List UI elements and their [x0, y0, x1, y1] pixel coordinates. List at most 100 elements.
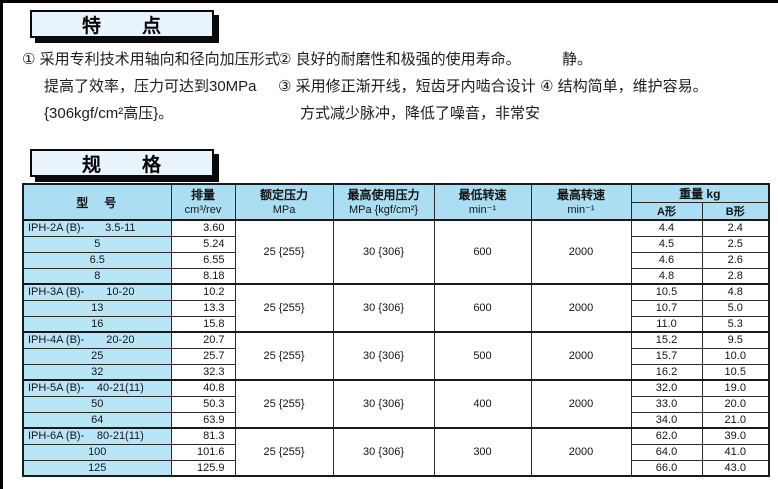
model-size: 10-20: [106, 286, 135, 299]
displacement-cell: 81.3: [170, 427, 236, 445]
displacement-cell: 32.3: [170, 363, 236, 381]
model-cell: 50: [22, 395, 172, 413]
weight-b-cell: 20.0: [701, 395, 770, 413]
max-pressure-cell: 30 {306}: [332, 283, 435, 333]
spec-row: 50 50.3 33.0 20.0: [22, 395, 770, 413]
col-header-max-speed: 最高转速 min⁻¹: [530, 183, 632, 221]
max-pressure-cell: 30 {306}: [332, 219, 435, 285]
specs-table: 型 号 排量 cm³/rev 额定压力 MPa 最高使用压力 MPa {kgf/…: [22, 183, 770, 477]
displacement-cell: 15.8: [170, 315, 236, 333]
col-header-min-speed-label: 最低转速: [458, 187, 507, 202]
displacement-cell: 3.60: [170, 219, 236, 237]
max-pressure-cell: 30 {306}: [332, 427, 435, 477]
max-speed-cell: 2000: [530, 283, 632, 333]
weight-a-cell: 33.0: [630, 395, 703, 413]
weight-a-cell: 62.0: [630, 427, 703, 445]
col-header-rated-pressure-label: 额定压力: [259, 187, 308, 202]
weight-b-cell: 5.3: [701, 315, 770, 333]
model-cell: IPH-6A (B)- 80-21(11): [22, 427, 172, 445]
spec-row: IPH-6A (B)- 80-21(11) 81.3 25 {255} 30 {306}…: [22, 427, 770, 477]
weight-a-cell: 64.0: [630, 443, 703, 461]
feature-line: ② 良好的耐磨性和极强的使用寿命。: [278, 51, 521, 68]
weight-b-cell: 43.0: [701, 459, 770, 477]
weight-b-cell: 2.6: [701, 251, 770, 269]
model-cell: 100: [22, 443, 172, 461]
rated-pressure-cell: 25 {255}: [234, 379, 334, 429]
displacement-cell: 10.2: [170, 283, 236, 301]
col-header-rated-pressure: 额定压力 MPa: [234, 183, 334, 221]
weight-b-cell: 2.8: [701, 267, 770, 285]
weight-a-cell: 4.5: [630, 235, 703, 253]
feature-line: {306kgf/cm²高压}。: [44, 105, 174, 122]
weight-a-cell: 34.0: [630, 411, 703, 429]
min-speed-cell: 600: [433, 219, 532, 285]
weight-b-cell: 2.5: [701, 235, 770, 253]
col-header-weight-label: 重量 kg: [679, 187, 721, 201]
model-prefix: IPH-3A (B)-: [28, 286, 85, 299]
min-speed-cell: 500: [433, 331, 532, 381]
model-cell: 64: [22, 411, 172, 429]
model-cell: IPH-5A (B)- 40-21(11): [22, 379, 172, 397]
col-header-max-speed-unit: min⁻¹: [567, 203, 595, 216]
model-size: 40-21(11): [96, 382, 144, 395]
displacement-cell: 125.9: [170, 459, 236, 477]
col-header-weight-a: A形: [630, 202, 703, 221]
features-column-1: ① 采用专利技术用轴向和径向加压形式 提高了效率，压力可达到30MPa {306kg…: [22, 46, 280, 127]
spec-row: IPH-4A (B)- 20-20 20.7 25 {255} 30 {306} 500 2…: [22, 331, 770, 381]
displacement-cell: 50.3: [170, 395, 236, 413]
col-header-min-speed-unit: min⁻¹: [468, 203, 497, 216]
model-cell: 125: [22, 459, 172, 477]
weight-a-cell: 4.6: [630, 251, 703, 269]
weight-a-cell: 15.7: [630, 347, 703, 365]
rated-pressure-cell: 25 {255}: [234, 427, 334, 477]
weight-a-cell: 10.5: [630, 283, 703, 301]
model-cell: 6.5: [22, 251, 172, 269]
weight-b-cell: 4.8: [701, 283, 770, 301]
model-cell: IPH-4A (B)- 20-20: [22, 331, 172, 349]
features-section-title: 特 点: [30, 10, 214, 38]
spec-row: 64 63.9 34.0 21.0: [22, 411, 770, 429]
weight-a-cell: 11.0: [630, 315, 703, 333]
spec-row: 25 25.7 15.7 10.0: [22, 347, 770, 365]
max-speed-cell: 2000: [530, 331, 632, 381]
model-prefix: IPH-4A (B)-: [28, 334, 85, 347]
feature-line: 提高了效率，压力可达到30MPa: [44, 78, 257, 95]
weight-b-cell: 21.0: [701, 411, 770, 429]
max-speed-cell: 2000: [530, 427, 632, 477]
displacement-cell: 40.8: [170, 379, 236, 397]
displacement-cell: 63.9: [170, 411, 236, 429]
displacement-cell: 6.55: [170, 251, 236, 269]
model-cell: IPH-2A (B)- 3.5-11: [22, 219, 172, 237]
col-header-displacement-label: 排量: [190, 187, 215, 202]
feature-line: ④ 结构简单，维护容易。: [540, 78, 708, 95]
spec-row: 8 8.18 4.8 2.8: [22, 267, 770, 285]
model-cell-content: IPH-4A (B)- 20-20: [24, 334, 170, 347]
min-speed-cell: 300: [433, 427, 532, 477]
weight-b-cell: 39.0: [701, 427, 770, 445]
weight-a-cell: 66.0: [630, 459, 703, 477]
model-cell: 16: [22, 315, 172, 333]
weight-a-cell: 32.0: [630, 379, 703, 397]
max-pressure-cell: 30 {306}: [332, 379, 435, 429]
features-title-text: 特 点: [81, 15, 162, 37]
displacement-cell: 20.7: [170, 331, 236, 349]
page-left-edge: [0, 0, 3, 489]
model-cell: 25: [22, 347, 172, 365]
rated-pressure-cell: 25 {255}: [234, 331, 334, 381]
weight-a-cell: 15.2: [630, 331, 703, 349]
weight-b-cell: 5.0: [701, 299, 770, 317]
spec-row: 125 125.9 66.0 43.0: [22, 459, 770, 477]
rated-pressure-cell: 25 {255}: [234, 283, 334, 333]
weight-a-cell: 16.2: [630, 363, 703, 381]
max-speed-cell: 2000: [530, 219, 632, 285]
col-header-rated-pressure-unit: MPa: [272, 203, 296, 216]
col-header-max-pressure-unit: MPa {kgf/cm²}: [348, 203, 419, 216]
displacement-cell: 8.18: [170, 267, 236, 285]
model-cell: 32: [22, 363, 172, 381]
rated-pressure-cell: 25 {255}: [234, 219, 334, 285]
model-cell: IPH-3A (B)- 10-20: [22, 283, 172, 301]
weight-b-cell: 19.0: [701, 379, 770, 397]
spec-row: 6.5 6.55 4.6 2.6: [22, 251, 770, 269]
weight-a-cell: 4.8: [630, 267, 703, 285]
displacement-cell: 101.6: [170, 443, 236, 461]
